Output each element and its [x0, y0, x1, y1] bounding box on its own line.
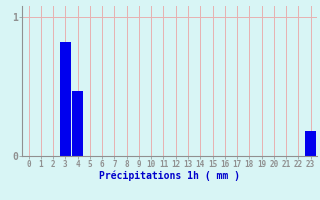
Bar — [306, 131, 316, 156]
X-axis label: Précipitations 1h ( mm ): Précipitations 1h ( mm ) — [99, 171, 240, 181]
Bar — [72, 91, 83, 156]
Bar — [60, 42, 70, 156]
